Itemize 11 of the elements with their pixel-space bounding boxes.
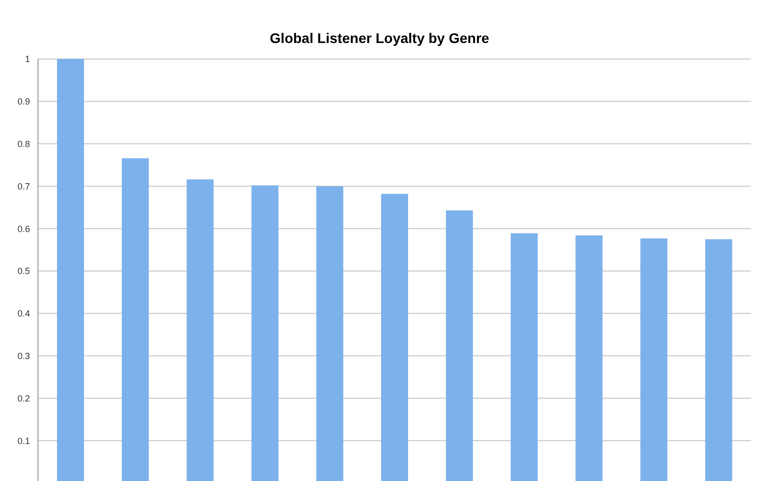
y-tick-label: 0.6	[17, 224, 30, 234]
y-tick-label: 0.2	[17, 393, 30, 404]
y-tick-label: 0.5	[17, 266, 30, 276]
y-tick-label: 0.3	[17, 350, 30, 361]
y-tick-label: 0.4	[17, 308, 30, 319]
chart-title: Global Listener Loyalty by Genre	[268, 29, 490, 48]
y-tick-label: 1	[24, 54, 30, 64]
y-tick-label: 0.8	[17, 138, 30, 149]
y-tick-label: 0.7	[17, 181, 30, 192]
y-tick-label: 0.9	[17, 96, 30, 107]
y-tick-label: 0.1	[17, 436, 30, 446]
